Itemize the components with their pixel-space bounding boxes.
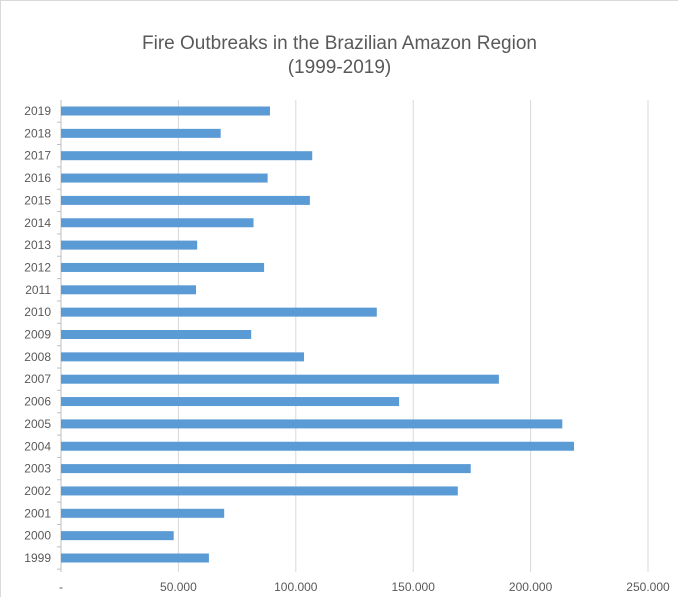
bar-2014 xyxy=(61,218,254,228)
bar-2011 xyxy=(61,285,197,295)
y-tick-label: 2012 xyxy=(24,260,51,274)
y-tick-label: 2017 xyxy=(24,149,51,163)
bar-2017 xyxy=(61,151,313,161)
y-tick-label: 2013 xyxy=(24,238,51,252)
y-tick-label: 2009 xyxy=(24,328,51,342)
y-tick-label: 2008 xyxy=(24,350,51,364)
bar-2006 xyxy=(61,397,400,407)
y-tick-label: 2011 xyxy=(25,283,51,297)
bar-2018 xyxy=(61,128,221,138)
y-tick-label: 2005 xyxy=(24,417,51,431)
bar-2003 xyxy=(61,464,471,474)
y-tick-label: 2006 xyxy=(24,395,51,409)
bar-2019 xyxy=(61,106,270,116)
y-tick-label: 2002 xyxy=(24,484,51,498)
y-tick-label: 2003 xyxy=(24,462,51,476)
y-tick-label: 2018 xyxy=(24,126,51,140)
y-tick-label: 2004 xyxy=(24,439,51,453)
y-tick-label: 2001 xyxy=(24,506,51,520)
bar-2016 xyxy=(61,173,268,183)
bar-2015 xyxy=(61,195,310,205)
y-tick-label: 2007 xyxy=(24,372,51,386)
y-tick-label: 2014 xyxy=(24,216,51,230)
bar-1999 xyxy=(61,553,209,563)
bar-2002 xyxy=(61,486,458,496)
bar-2000 xyxy=(61,531,174,541)
bar-2013 xyxy=(61,240,198,250)
x-tick-label: - xyxy=(59,580,63,594)
x-tick-label: 100.000 xyxy=(274,580,318,594)
chart-title: Fire Outbreaks in the Brazilian Amazon R… xyxy=(142,33,537,54)
bar-2007 xyxy=(61,374,499,384)
bar-2010 xyxy=(61,307,377,317)
x-tick-label: 150.000 xyxy=(392,580,436,594)
bar-2012 xyxy=(61,262,265,272)
bar-2009 xyxy=(61,330,252,339)
y-tick-label: 2016 xyxy=(24,171,51,185)
bar-2004 xyxy=(61,441,575,451)
y-tick-label: 2019 xyxy=(24,104,51,118)
x-tick-label: 50.000 xyxy=(160,580,197,594)
bar-2008 xyxy=(61,352,305,362)
x-tick-label: 250.000 xyxy=(626,580,670,594)
y-tick-label: 2010 xyxy=(24,305,51,319)
bar-2005 xyxy=(61,419,563,429)
bar-2001 xyxy=(61,508,225,518)
y-tick-label: 2015 xyxy=(24,193,51,207)
y-tick-label: 1999 xyxy=(24,551,51,565)
y-tick-label: 2000 xyxy=(24,529,51,543)
chart-subtitle: (1999-2019) xyxy=(287,57,392,78)
x-tick-label: 200.000 xyxy=(509,580,553,594)
